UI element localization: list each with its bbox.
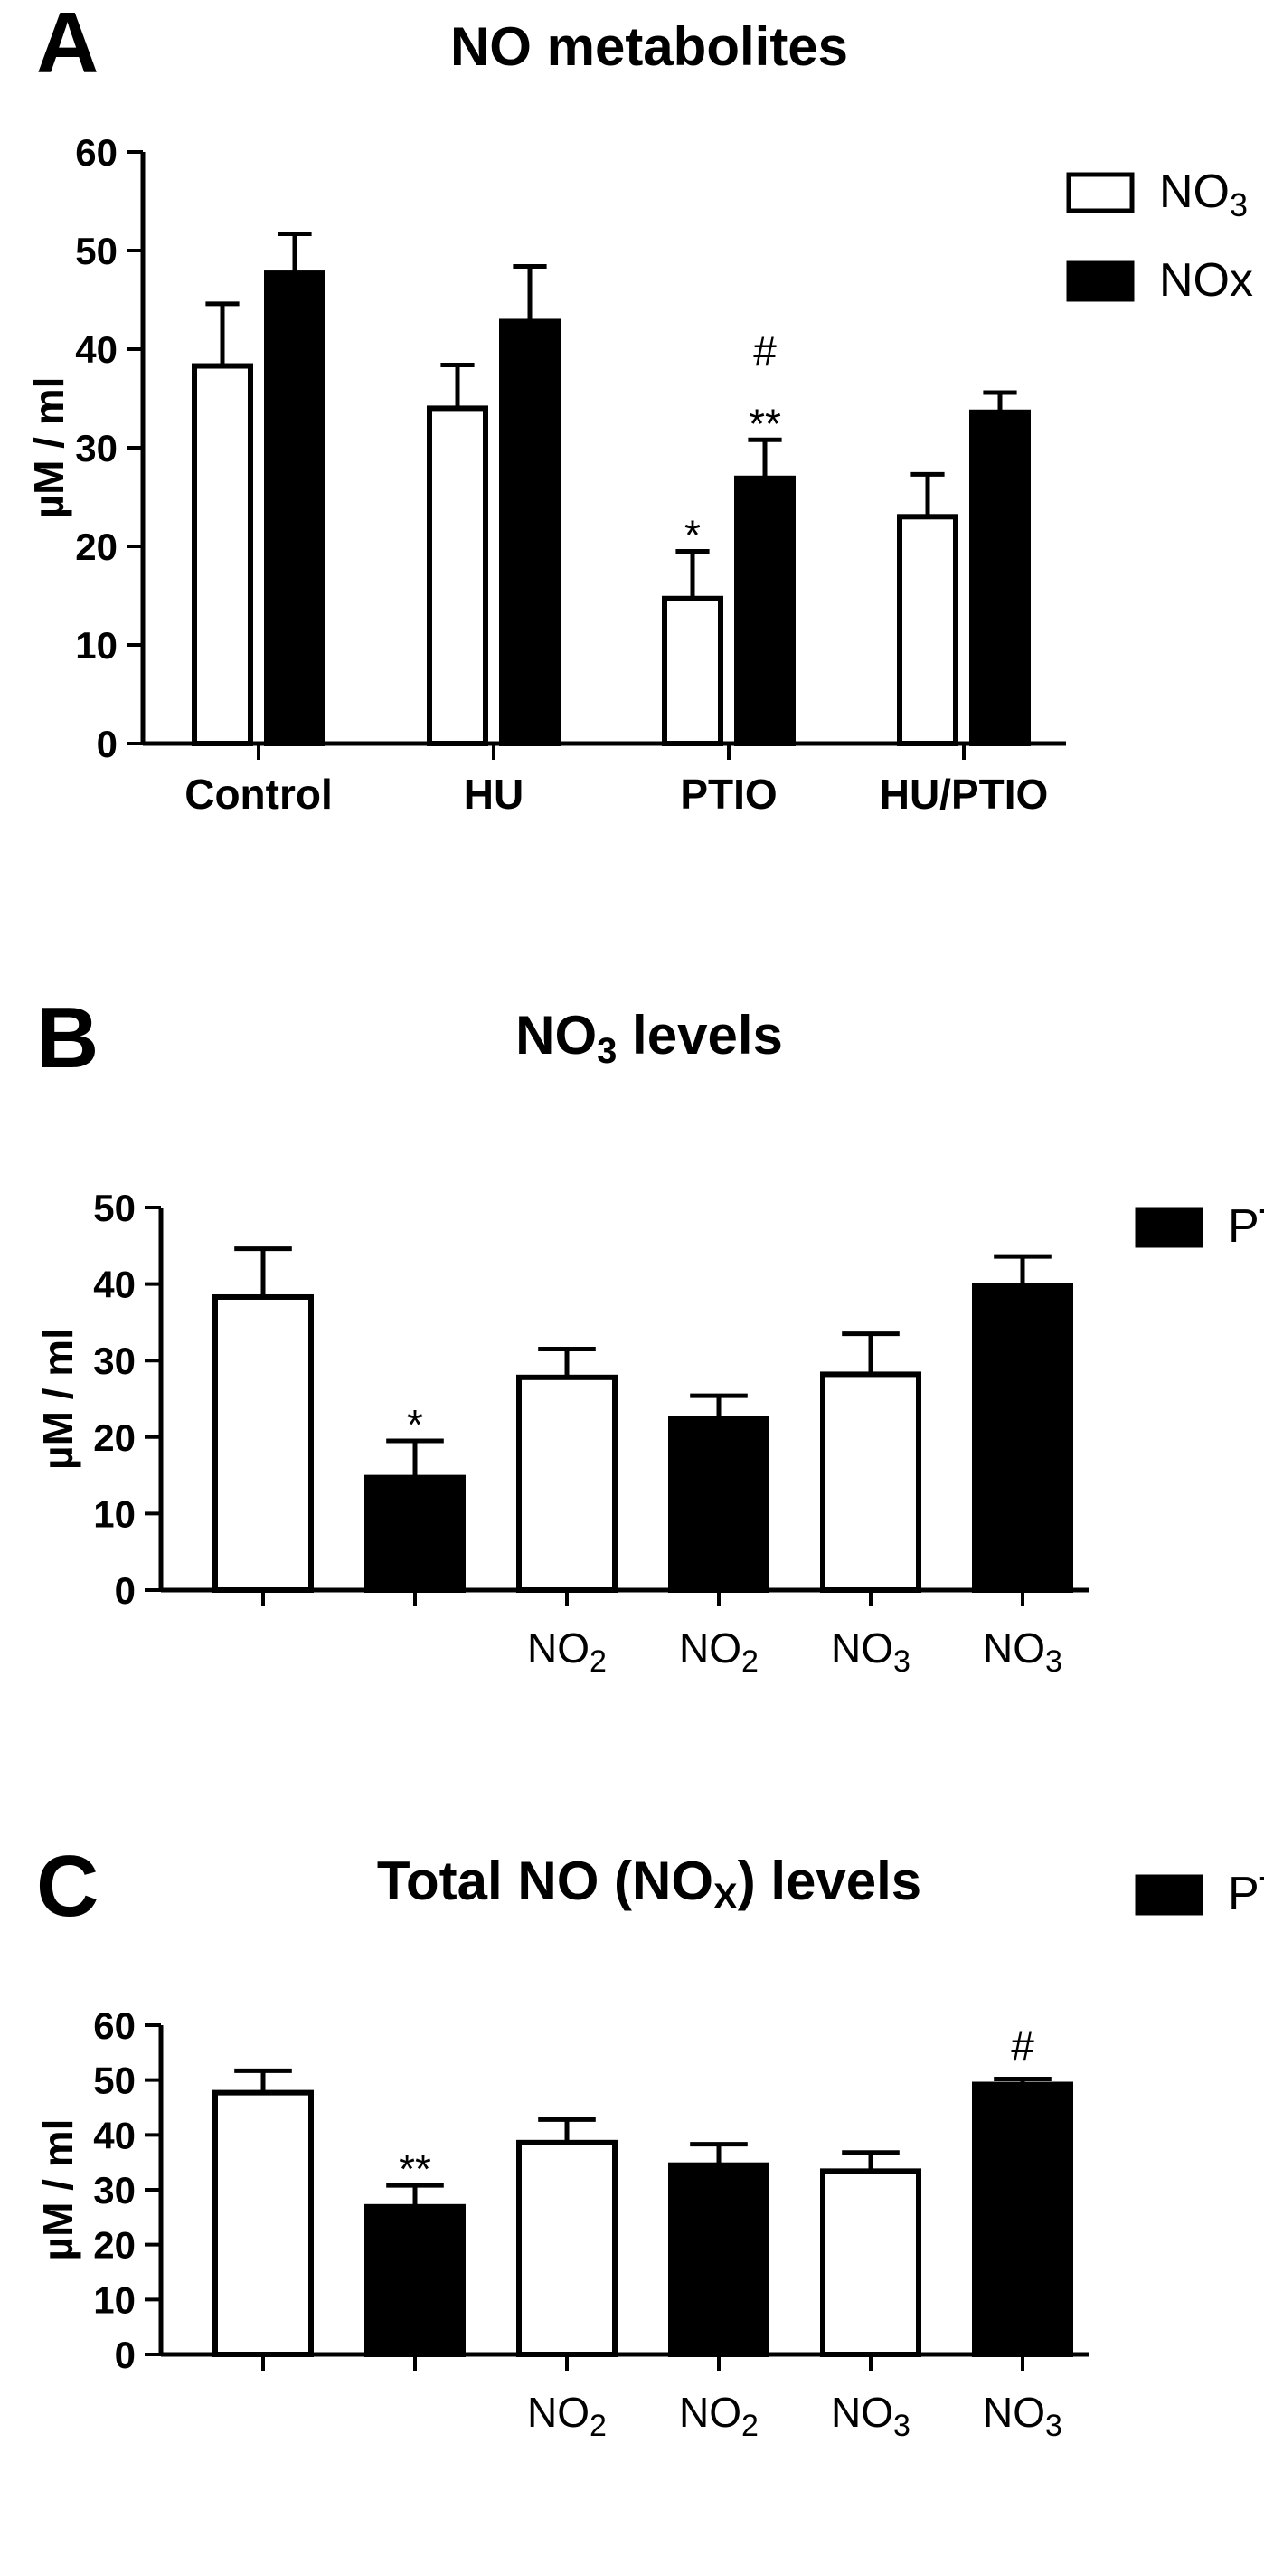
bar	[516, 2139, 618, 2357]
legend-swatch	[1066, 260, 1135, 302]
x-tick-label: NO2	[679, 2389, 759, 2443]
chart-title: Total NO (NOX) levels	[377, 1851, 921, 1917]
panel-letter: B	[36, 990, 99, 1086]
y-tick-label: 0	[115, 1569, 136, 1612]
bar	[212, 1293, 314, 1594]
chart-title: NO metabolites	[450, 16, 848, 77]
y-tick-label: 60	[93, 2004, 136, 2047]
chart-panel-a: A NO metabolites µM / ml 0 10 20 30 40 50 60 Contr…	[25, 0, 1253, 818]
significance-mark: **	[399, 2145, 431, 2192]
significance-mark: *	[684, 511, 701, 558]
bar	[662, 595, 723, 747]
bar	[734, 475, 796, 746]
y-tick-label: 40	[93, 2114, 136, 2156]
y-tick-label: 50	[75, 230, 118, 272]
x-tick-label: NO2	[527, 1624, 607, 1679]
bar	[820, 1371, 921, 1593]
x-tick-label: HU/PTIO	[880, 771, 1049, 818]
legend-label: PTIO	[1228, 1200, 1264, 1253]
y-tick-label: 50	[93, 1187, 136, 1229]
y-tick-label: 20	[93, 2224, 136, 2267]
bar	[897, 514, 958, 746]
bar	[516, 1374, 618, 1594]
legend-label: NOx	[1159, 254, 1253, 307]
y-tick-label: 10	[93, 2278, 136, 2321]
y-tick-label: 20	[75, 526, 118, 568]
x-tick-label: NO3	[983, 2389, 1062, 2443]
chart-panel-b: B NO3 levels µM / ml 0 10 20 30 40 50 NO2 NO2 NO3 NO…	[34, 990, 1264, 1679]
panel-letter: C	[36, 1838, 99, 1935]
y-tick-label: 20	[93, 1416, 136, 1459]
legend-swatch	[1066, 172, 1135, 213]
y-tick-label: 10	[93, 1492, 136, 1535]
y-tick-label: 60	[75, 131, 118, 174]
y-axis-label: µM / ml	[25, 377, 72, 519]
y-tick-label: 50	[93, 2060, 136, 2102]
y-tick-label: 30	[93, 1340, 136, 1382]
bar	[264, 270, 325, 746]
legend-swatch	[1135, 1207, 1203, 1248]
y-tick-label: 40	[75, 328, 118, 371]
legend-label: NO3	[1159, 166, 1248, 223]
chart-panel-c: C Total NO (NOX) levels µM / ml 0 10 20 30 40 50…	[34, 1838, 1264, 2443]
x-tick-label: NO2	[679, 1624, 759, 1679]
bar	[972, 1283, 1073, 1593]
bar	[969, 409, 1031, 746]
bar	[668, 2162, 769, 2357]
x-tick-label: NO3	[983, 1624, 1062, 1679]
legend-label: PTIO	[1228, 1868, 1264, 1920]
bar	[668, 1416, 769, 1593]
bar	[972, 2081, 1073, 2358]
x-tick-label: NO2	[527, 2389, 607, 2443]
y-tick-label: 0	[115, 2334, 136, 2376]
y-tick-label: 0	[97, 723, 118, 765]
y-tick-label: 10	[75, 624, 118, 667]
y-tick-label: 30	[93, 2169, 136, 2211]
y-tick-label: 40	[93, 1264, 136, 1306]
y-axis-label: µM / ml	[34, 2119, 81, 2261]
panel-letter: A	[36, 0, 99, 91]
bar	[192, 363, 253, 746]
y-tick-label: 30	[75, 427, 118, 469]
significance-mark: **	[749, 400, 781, 447]
significance-mark: *	[407, 1401, 423, 1448]
y-axis-label: µM / ml	[34, 1328, 81, 1470]
x-tick-label: NO3	[831, 1624, 910, 1679]
x-tick-label: PTIO	[680, 771, 777, 818]
x-tick-label: NO3	[831, 2389, 910, 2443]
bar	[212, 2089, 314, 2358]
bar	[427, 405, 488, 746]
x-tick-label: HU	[464, 771, 524, 818]
significance-mark: #	[753, 327, 777, 374]
chart-title: NO3 levels	[515, 1005, 783, 1071]
bar	[364, 1474, 466, 1593]
significance-mark: #	[1011, 2022, 1034, 2069]
x-tick-label: Control	[184, 771, 333, 818]
bar	[820, 2168, 921, 2357]
bar	[364, 2203, 466, 2357]
legend-swatch	[1135, 1874, 1203, 1916]
bar	[499, 318, 561, 746]
